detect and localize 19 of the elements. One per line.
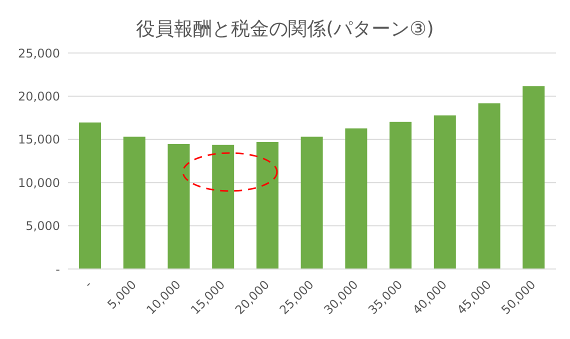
- chart-title: 役員報酬と税金の関係(パターン③): [135, 17, 435, 42]
- bar: [256, 142, 278, 269]
- bar: [478, 103, 500, 269]
- y-tick-label: 25,000: [18, 46, 60, 60]
- bar: [434, 115, 456, 269]
- y-tick-label: 20,000: [18, 89, 60, 104]
- x-tick-label: -: [82, 278, 95, 291]
- bar: [522, 86, 545, 269]
- bar: [79, 122, 101, 269]
- y-tick-label: -: [56, 262, 60, 276]
- bar: [345, 128, 368, 269]
- bar: [123, 136, 146, 269]
- y-tick-label: 15,000: [18, 132, 60, 147]
- y-tick-label: 5,000: [26, 219, 60, 234]
- y-tick-label: 10,000: [18, 176, 60, 190]
- bar: [300, 136, 323, 269]
- bar: [390, 122, 412, 269]
- bar: [168, 144, 190, 269]
- bar: [212, 144, 234, 269]
